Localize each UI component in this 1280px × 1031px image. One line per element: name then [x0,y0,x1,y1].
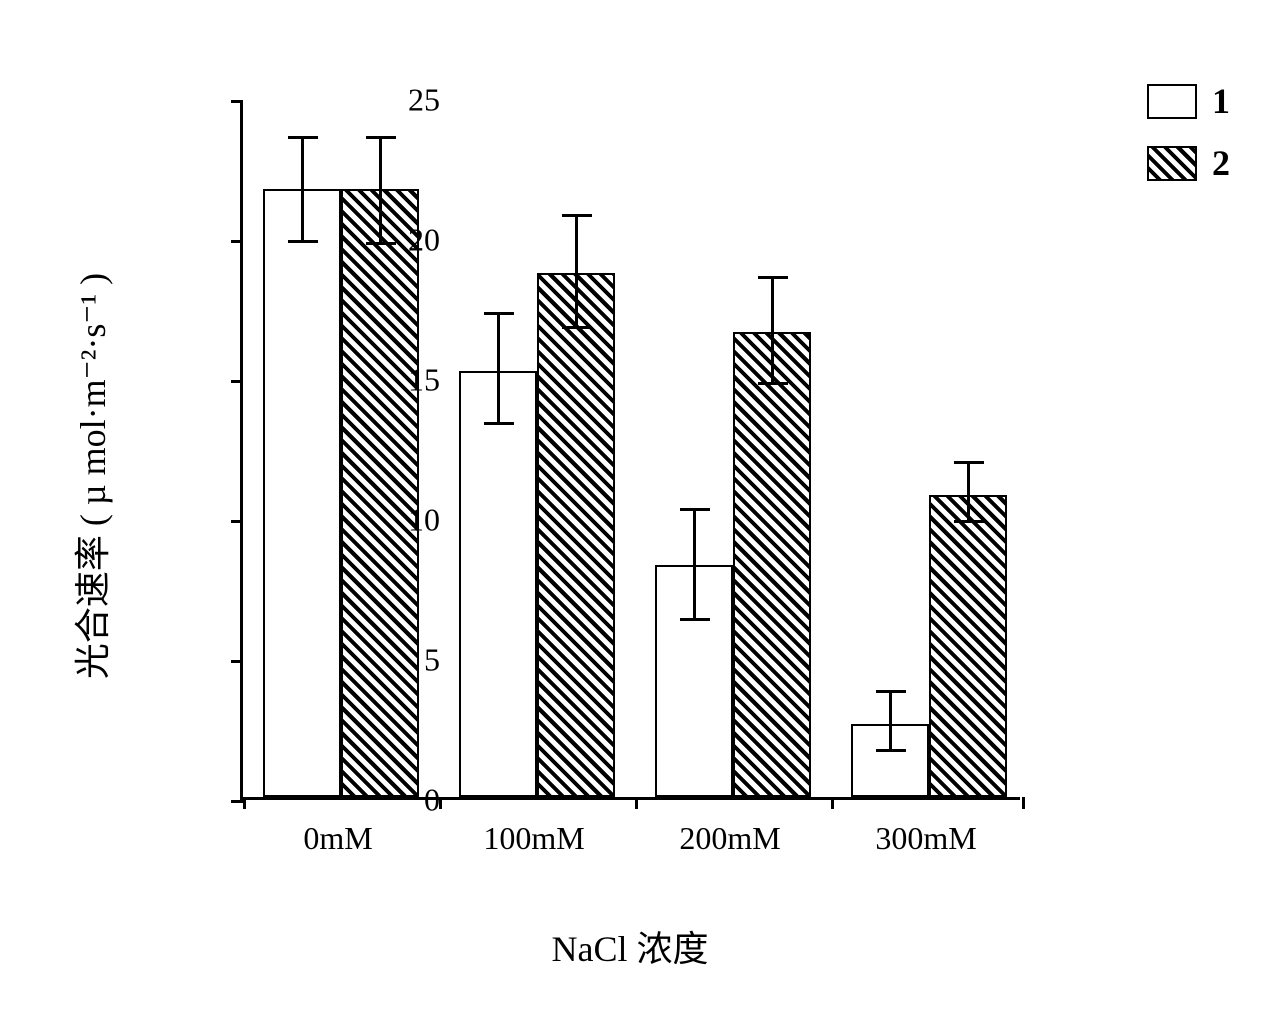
y-tick-label: 0 [424,782,440,819]
x-tick [635,797,638,809]
error-bar [497,315,500,424]
error-cap [758,276,788,279]
x-tick [243,797,246,809]
error-cap [680,618,710,621]
error-cap [562,326,592,329]
y-tick-label: 15 [408,362,440,399]
x-axis-title: NaCl 浓度 [552,920,709,972]
error-cap [954,461,984,464]
y-tick-label: 20 [408,222,440,259]
error-cap [562,214,592,217]
y-tick [231,240,243,243]
chart-container: 25 20 15 10 5 0 0mM 100mM 200mM 300mM 光合… [40,40,1240,991]
error-bar [379,139,382,245]
x-tick-label: 0mM [303,820,372,857]
x-tick [831,797,834,809]
bar-series1-100mM [459,371,537,797]
y-tick [231,520,243,523]
bar-series2-200mM [733,332,811,797]
x-tick [1022,797,1025,809]
y-tick-label: 10 [408,502,440,539]
bar-series2-0mM [341,189,419,797]
x-tick-label: 300mM [875,820,976,857]
error-cap [876,749,906,752]
error-bar [301,139,304,243]
error-cap [758,382,788,385]
plot-area [240,100,1020,800]
y-tick [231,100,243,103]
bar-series2-100mM [537,273,615,797]
error-bar [771,279,774,385]
error-bar [575,217,578,329]
y-axis-title: 光合速率 ( µ mol·m⁻²·s⁻¹ ) [64,273,116,679]
legend: 1 2 [1147,80,1230,204]
error-cap [484,422,514,425]
error-cap [484,312,514,315]
y-tick [231,380,243,383]
error-cap [680,508,710,511]
error-bar [889,693,892,752]
x-tick-label: 200mM [679,820,780,857]
error-bar [693,511,696,620]
legend-swatch-hatch [1147,146,1197,181]
error-cap [288,136,318,139]
error-cap [366,242,396,245]
legend-label: 2 [1212,142,1230,184]
error-cap [366,136,396,139]
error-bar [967,464,970,523]
x-tick-label: 100mM [483,820,584,857]
y-tick-label: 5 [424,642,440,679]
bar-series2-300mM [929,495,1007,797]
legend-label: 1 [1212,80,1230,122]
legend-item-2: 2 [1147,142,1230,184]
y-tick-label: 25 [408,82,440,119]
legend-item-1: 1 [1147,80,1230,122]
y-tick [231,800,243,803]
legend-swatch-white [1147,84,1197,119]
error-cap [954,520,984,523]
error-cap [876,690,906,693]
y-tick [231,660,243,663]
bar-series1-0mM [263,189,341,797]
error-cap [288,240,318,243]
